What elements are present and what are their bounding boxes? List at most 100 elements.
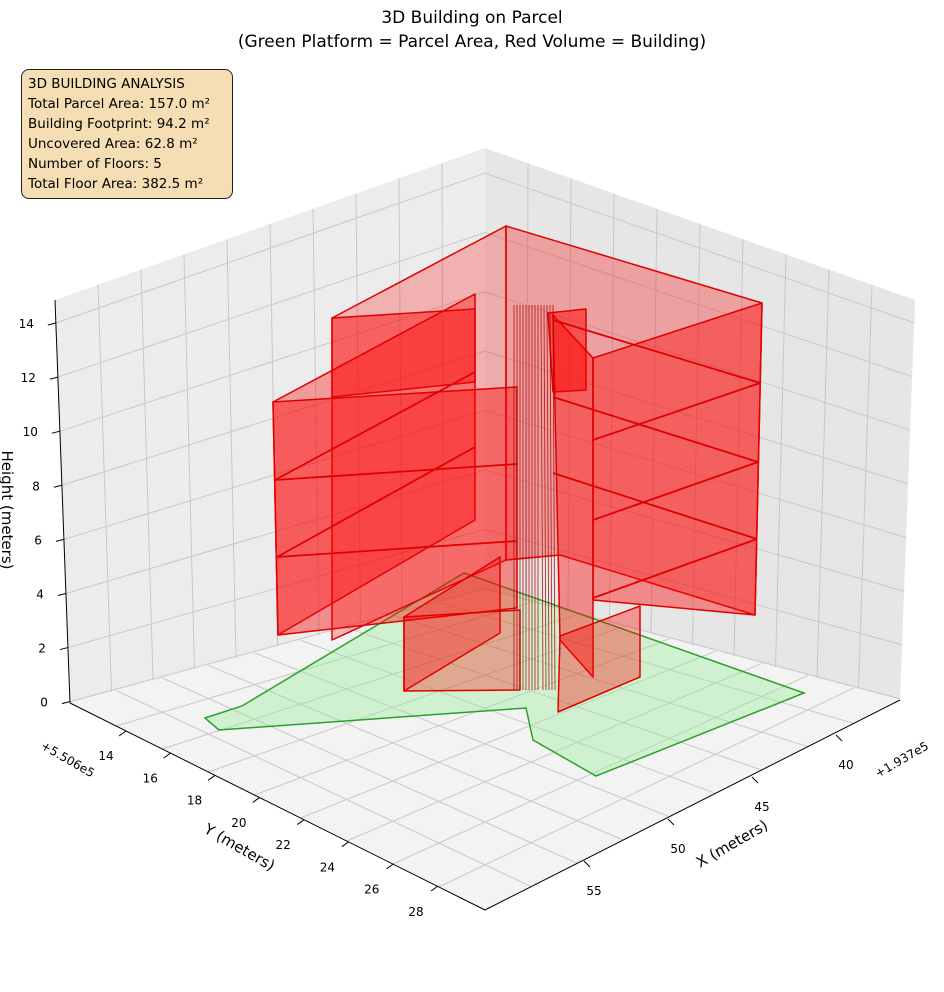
z-tick-label: 4	[36, 587, 44, 601]
grid-line	[733, 239, 744, 657]
x-tick	[667, 818, 675, 826]
z-tick-label: 0	[40, 696, 48, 710]
y-tick-label: 16	[143, 771, 158, 785]
grid-lines	[55, 163, 915, 888]
grid-line	[526, 163, 529, 602]
grid-line	[567, 178, 572, 613]
z-tick	[55, 538, 65, 542]
z-tick-label: 12	[21, 371, 36, 385]
floor-line	[592, 461, 759, 521]
x-tick-label: 40	[838, 758, 853, 772]
facade-strip	[540, 304, 544, 691]
stats-line: Number of Floors: 5	[28, 156, 162, 172]
y-tick-label: 14	[98, 749, 113, 763]
grid-line	[346, 627, 762, 771]
x-tick	[751, 776, 759, 784]
grid-line	[254, 652, 670, 818]
grid-line	[183, 254, 195, 670]
grid-line	[208, 664, 624, 841]
parcel-platform	[203, 572, 807, 777]
y-axis-line	[69, 702, 486, 911]
grid-line	[438, 602, 855, 724]
facade-strip	[546, 304, 550, 691]
y-tick-label: 20	[231, 816, 246, 830]
facade-strip	[543, 304, 547, 691]
z-tick-label: 2	[38, 642, 46, 656]
y-tick	[207, 774, 216, 781]
grid-line	[438, 687, 855, 888]
x-axis-label: X (meters)	[693, 816, 771, 871]
y-offset-label: +5.506e5	[39, 738, 97, 780]
floor-line	[552, 472, 758, 540]
grid-line	[97, 284, 112, 692]
building-face-lower-front	[403, 609, 521, 692]
x-tick-label: 45	[754, 800, 769, 814]
y-tick	[163, 752, 171, 759]
z-axis-line	[54, 299, 71, 704]
stats-heading: 3D BUILDING ANALYSIS	[28, 76, 185, 92]
floor-line	[274, 371, 476, 481]
grid-line	[63, 410, 907, 540]
parcel-polygon	[203, 572, 807, 777]
z-tick	[49, 376, 58, 380]
x-tick	[583, 860, 591, 868]
grid-line	[67, 528, 903, 649]
grid-line	[115, 601, 532, 727]
grid-line	[208, 626, 624, 773]
grid-line	[140, 269, 154, 681]
grid-line	[692, 223, 701, 646]
building-face-right-side	[552, 314, 594, 678]
floor-line	[276, 446, 476, 558]
floor-line	[552, 396, 759, 463]
z-tick	[53, 484, 63, 488]
chart-subtitle: (Green Platform = Parcel Area, Red Volum…	[237, 32, 707, 52]
chart-title: 3D Building on Parcel	[381, 8, 563, 28]
building-face-lower-right	[557, 605, 641, 713]
z-tick	[47, 322, 56, 326]
stats-line: Total Floor Area: 382.5 m²	[28, 176, 204, 192]
y-tick-label: 24	[320, 860, 335, 874]
grid-line	[441, 163, 444, 602]
y-tick	[296, 819, 305, 825]
building-volume	[272, 225, 763, 713]
grid-line	[775, 254, 787, 668]
grid-line	[398, 178, 403, 613]
y-tick	[118, 730, 127, 737]
grid-line	[650, 208, 658, 635]
floor-pane	[70, 590, 900, 910]
grid-line	[59, 291, 911, 432]
z-tick-label: 14	[19, 317, 34, 331]
building-face-upper-small	[547, 308, 587, 393]
grid-line	[254, 638, 670, 796]
y-tick	[341, 841, 350, 848]
y-tick	[386, 863, 394, 870]
y-tick	[252, 797, 261, 803]
facade-strip	[552, 304, 556, 691]
floor-line	[592, 382, 761, 441]
z-tick-label: 8	[32, 479, 40, 493]
floor-line	[552, 319, 761, 384]
z-tick	[51, 430, 61, 434]
grid-line	[61, 350, 909, 486]
y-tick-label: 22	[276, 838, 291, 852]
grid-line	[392, 614, 808, 748]
x-tick-label: 50	[670, 842, 685, 856]
grid-line	[300, 639, 716, 794]
z-axis-label: Height (meters)	[0, 451, 16, 570]
x-axis-line	[484, 699, 901, 911]
grid-line	[162, 613, 578, 750]
floor-line	[592, 538, 758, 599]
y-tick-label: 18	[187, 794, 202, 808]
grid-line	[609, 193, 615, 624]
x-tick-label: 55	[586, 884, 601, 898]
z-tick	[61, 701, 71, 705]
stats-line: Building Footprint: 94.2 m²	[28, 116, 210, 132]
grid-line	[115, 689, 532, 888]
z-tick-label: 10	[23, 425, 38, 439]
grid-line	[65, 469, 905, 594]
x-tick	[835, 734, 843, 742]
grid-line	[57, 232, 913, 378]
stats-line: Uncovered Area: 62.8 m²	[28, 136, 198, 152]
